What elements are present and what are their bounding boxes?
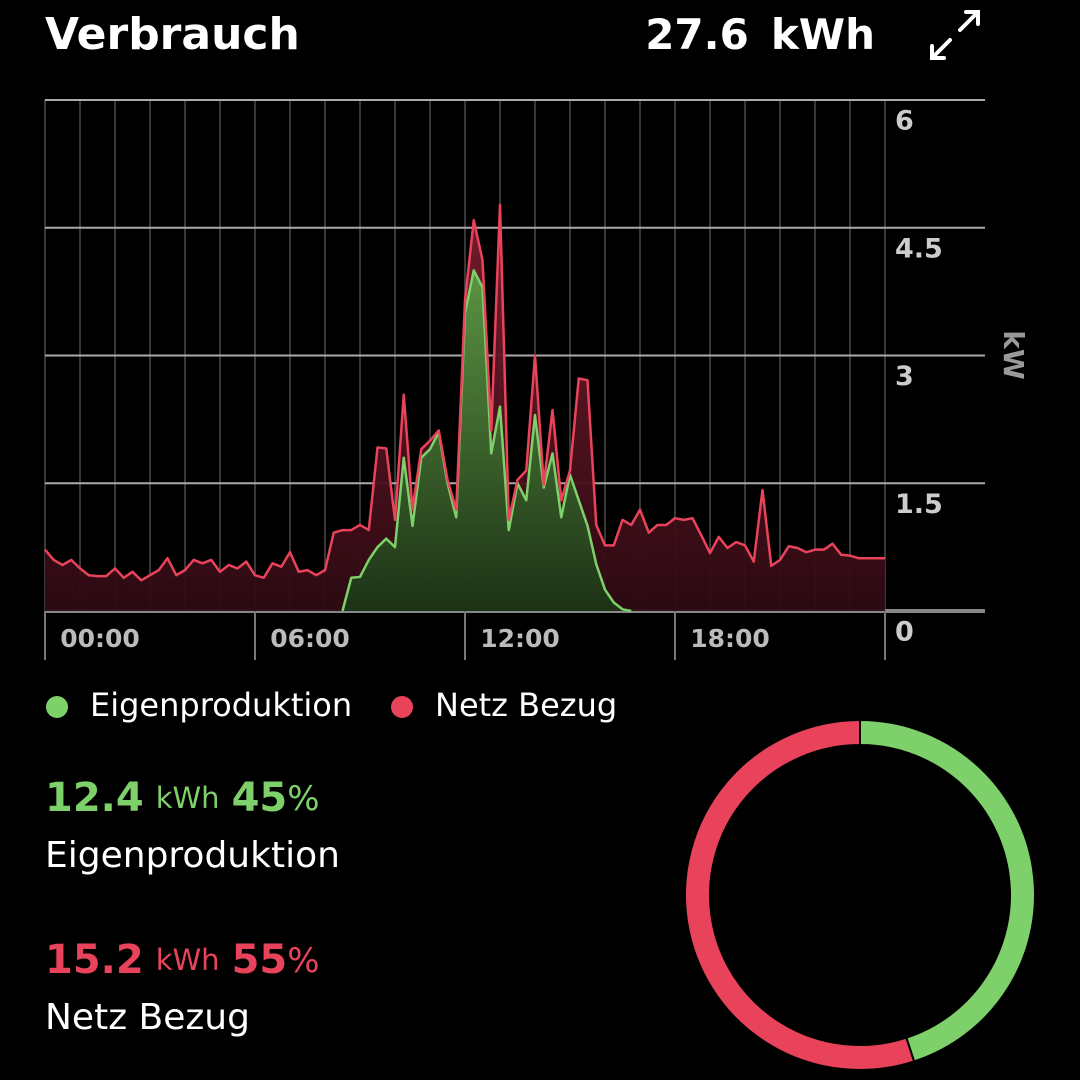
series-line bbox=[341, 269, 632, 613]
x-tick-label: 12:00 bbox=[480, 624, 560, 653]
x-tick-label: 00:00 bbox=[60, 624, 140, 653]
legend-label: Eigenproduktion bbox=[90, 686, 352, 724]
y-tick-label: 1.5 bbox=[895, 489, 943, 520]
total-unit: kWh bbox=[771, 10, 875, 59]
summary-energy: 12.4 bbox=[45, 775, 144, 821]
donut-slice bbox=[683, 718, 916, 1071]
area-chart: 0 1.5 3 4.5 6 kW 00:00 06:00 12:00 18:00 bbox=[44, 99, 1030, 660]
x-tick-label: 06:00 bbox=[270, 624, 350, 653]
legend-marker bbox=[391, 696, 413, 718]
summary-label: Netz Bezug bbox=[45, 997, 250, 1038]
summary-energy: 15.2 bbox=[45, 937, 144, 983]
summary-energy-unit: kWh bbox=[156, 781, 220, 815]
summary-share: 55 bbox=[232, 937, 288, 983]
summary-share: 45 bbox=[232, 775, 288, 821]
expand-icon[interactable] bbox=[930, 10, 980, 60]
total: 27.6 kWh bbox=[645, 10, 875, 59]
title: Verbrauch bbox=[45, 9, 300, 60]
y-axis-label: kW bbox=[997, 330, 1030, 380]
summary-share-unit: % bbox=[287, 779, 319, 819]
total-value: 27.6 bbox=[645, 10, 749, 59]
x-tick-label: 18:00 bbox=[690, 624, 770, 653]
y-tick-label: 6 bbox=[895, 106, 914, 137]
donut-chart bbox=[683, 718, 1036, 1071]
series-line bbox=[44, 203, 885, 582]
summary-amount: 12.4 kWh 45% bbox=[45, 775, 320, 821]
y-tick-label: 3 bbox=[895, 361, 914, 392]
legend: Eigenproduktion Netz Bezug bbox=[46, 686, 617, 724]
summary-share-unit: % bbox=[287, 941, 319, 981]
summary-energy-unit: kWh bbox=[156, 943, 220, 977]
area-fill bbox=[342, 270, 632, 611]
summary-label: Eigenproduktion bbox=[45, 835, 340, 876]
legend-marker bbox=[46, 696, 68, 718]
y-tick-label: 0 bbox=[895, 617, 914, 648]
summary-amount: 15.2 kWh 55% bbox=[45, 937, 320, 983]
y-tick-label: 4.5 bbox=[895, 233, 943, 264]
legend-label: Netz Bezug bbox=[435, 686, 617, 724]
